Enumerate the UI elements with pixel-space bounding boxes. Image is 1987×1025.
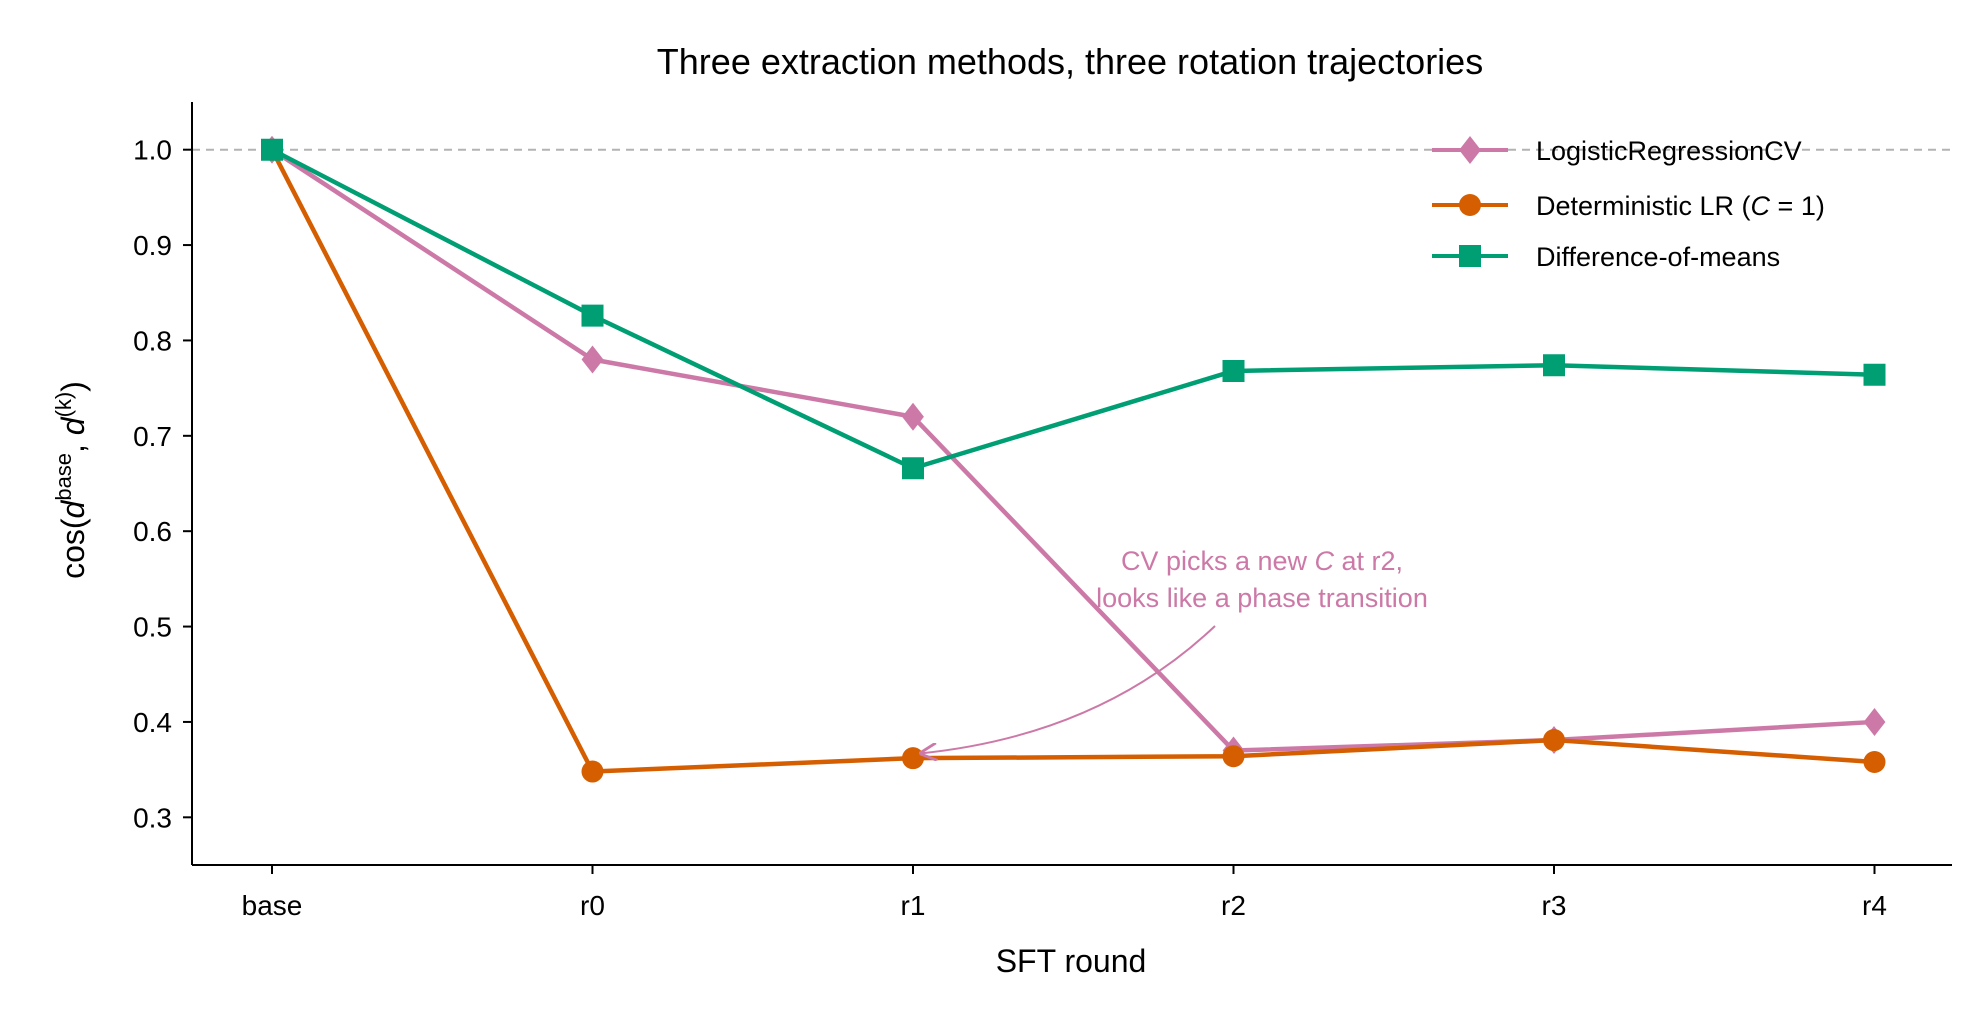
y-axis-ticks: 0.3 0.4 0.5 0.6 0.7 0.8 0.9 1.0	[133, 135, 192, 833]
legend-entry-logistic-regression-cv: LogisticRegressionCV	[1432, 136, 1802, 166]
y-tick-label: 0.8	[133, 325, 172, 356]
annotation-line1-post: at r2,	[1334, 546, 1403, 576]
legend-label-difference-of-means: Difference-of-means	[1536, 242, 1780, 272]
legend-circle-icon	[1459, 194, 1481, 216]
data-point-diamond	[1863, 707, 1886, 736]
x-tick-label: r4	[1862, 890, 1887, 921]
y-tick-label: 0.3	[133, 802, 172, 833]
legend-label-deterministic-lr-post: = 1)	[1770, 191, 1825, 221]
annotation: CV picks a new C at r2, looks like a pha…	[921, 546, 1428, 753]
series-logisticregressioncv	[261, 135, 1886, 765]
legend-label-deterministic-lr-pre: Deterministic LR (	[1536, 191, 1751, 221]
legend: LogisticRegressionCV Deterministic LR (C…	[1432, 136, 1825, 272]
annotation-text-line2: looks like a phase transition	[1096, 583, 1428, 613]
y-axis-title-d2: d	[55, 416, 91, 435]
data-point-diamond	[581, 345, 604, 374]
y-axis-title-d1: d	[55, 499, 91, 518]
y-tick-label: 0.9	[133, 230, 172, 261]
chart-title: Three extraction methods, three rotation…	[657, 41, 1483, 82]
series-difference-of-means	[261, 138, 1886, 480]
y-axis-title-sup2: (k)	[51, 392, 76, 418]
legend-label-logistic-regression-cv: LogisticRegressionCV	[1536, 136, 1802, 166]
y-axis-title-post: )	[55, 381, 91, 392]
annotation-line1-pre: CV picks a new	[1121, 546, 1315, 576]
data-point-square	[902, 457, 924, 480]
series-deterministic-lr-c-1	[261, 138, 1886, 783]
legend-entry-deterministic-lr: Deterministic LR (C = 1)	[1432, 191, 1825, 221]
x-tick-label: r1	[901, 890, 926, 921]
x-tick-label: r3	[1542, 890, 1567, 921]
data-point-circle	[1543, 729, 1565, 752]
y-tick-label: 1.0	[133, 135, 172, 166]
legend-entry-difference-of-means: Difference-of-means	[1432, 242, 1780, 272]
y-axis-title-mid: ,	[55, 435, 91, 453]
data-point-circle	[581, 760, 604, 783]
x-axis-title: SFT round	[996, 943, 1147, 979]
y-axis-title: cos(dbase, d(k))	[51, 381, 91, 579]
data-point-circle	[1222, 745, 1245, 768]
data-point-circle	[902, 747, 924, 770]
series-line	[270, 147, 1875, 753]
y-axis-title-pre: cos(	[55, 518, 91, 579]
y-tick-label: 0.6	[133, 516, 172, 547]
series-line	[270, 147, 1875, 471]
x-tick-label: base	[242, 890, 303, 921]
axes	[191, 102, 1952, 866]
y-tick-label: 0.7	[133, 421, 172, 452]
data-point-square	[581, 304, 604, 327]
x-axis-ticks: base r0 r1 r2 r3 r4	[242, 865, 1887, 921]
annotation-line1-italic: C	[1315, 546, 1335, 576]
y-tick-label: 0.4	[133, 707, 172, 738]
x-tick-label: r2	[1221, 890, 1246, 921]
x-tick-label: r0	[580, 890, 605, 921]
legend-label-deterministic-lr: Deterministic LR (C = 1)	[1536, 191, 1825, 221]
data-point-diamond	[902, 402, 924, 431]
annotation-arrow	[921, 625, 1216, 753]
series-layer	[261, 135, 1886, 783]
y-axis-title-sup1: base	[51, 453, 76, 501]
legend-square-icon	[1459, 245, 1481, 267]
data-point-square	[1863, 363, 1886, 386]
series-line	[270, 148, 1875, 774]
legend-label-deterministic-lr-italic: C	[1751, 191, 1771, 221]
y-tick-label: 0.5	[133, 612, 172, 643]
data-point-square	[1222, 359, 1245, 382]
data-point-square	[1543, 354, 1565, 377]
data-point-square	[261, 138, 283, 161]
data-point-circle	[1863, 750, 1886, 773]
annotation-text-line1: CV picks a new C at r2,	[1121, 546, 1403, 576]
legend-diamond-icon	[1459, 136, 1481, 164]
